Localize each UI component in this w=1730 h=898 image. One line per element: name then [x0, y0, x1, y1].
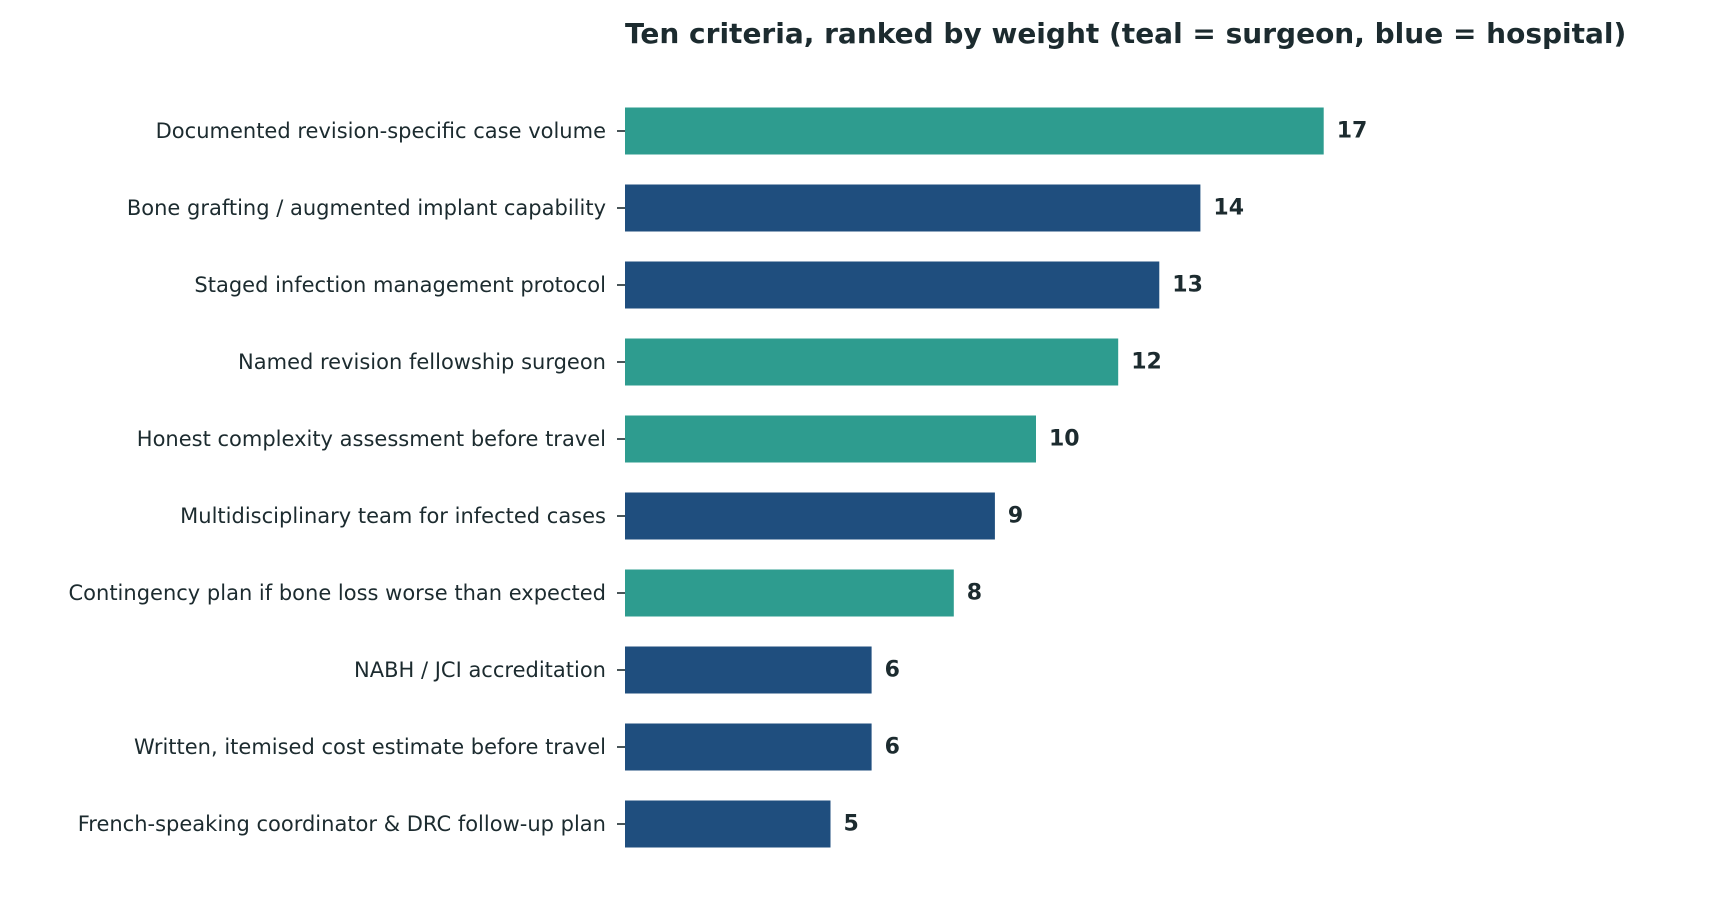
- category-label-2: Bone grafting / augmented implant capabi…: [127, 196, 606, 220]
- bar-1: [625, 107, 1324, 155]
- category-label-6: Multidisciplinary team for infected case…: [180, 504, 606, 528]
- category-label-7: Contingency plan if bone loss worse than…: [69, 581, 607, 605]
- bar-2: [625, 184, 1201, 232]
- value-label-9: 6: [885, 735, 900, 760]
- category-label-5: Honest complexity assessment before trav…: [137, 427, 606, 451]
- value-label-7: 8: [967, 581, 982, 606]
- bars-layer: Documented revision-specific case volume…: [69, 107, 1368, 848]
- chart-title: Ten criteria, ranked by weight (teal = s…: [625, 17, 1626, 50]
- bar-6: [625, 492, 995, 540]
- value-label-4: 12: [1131, 350, 1162, 375]
- bar-10: [625, 800, 831, 848]
- category-label-9: Written, itemised cost estimate before t…: [134, 735, 606, 759]
- bar-9: [625, 723, 872, 771]
- category-label-4: Named revision fellowship surgeon: [238, 350, 606, 374]
- bar-3: [625, 261, 1160, 309]
- value-label-8: 6: [885, 658, 900, 683]
- category-label-3: Staged infection management protocol: [194, 273, 606, 297]
- category-label-1: Documented revision-specific case volume: [156, 119, 606, 143]
- bar-7: [625, 569, 954, 617]
- value-label-1: 17: [1337, 119, 1368, 144]
- value-label-10: 5: [844, 812, 859, 837]
- bar-8: [625, 646, 872, 694]
- value-label-2: 14: [1213, 196, 1244, 221]
- value-label-3: 13: [1172, 273, 1203, 298]
- category-label-10: French-speaking coordinator & DRC follow…: [78, 812, 606, 836]
- category-label-8: NABH / JCI accreditation: [354, 658, 606, 682]
- bar-4: [625, 338, 1119, 386]
- value-label-5: 10: [1049, 427, 1080, 452]
- value-label-6: 9: [1008, 504, 1023, 529]
- bar-5: [625, 415, 1036, 463]
